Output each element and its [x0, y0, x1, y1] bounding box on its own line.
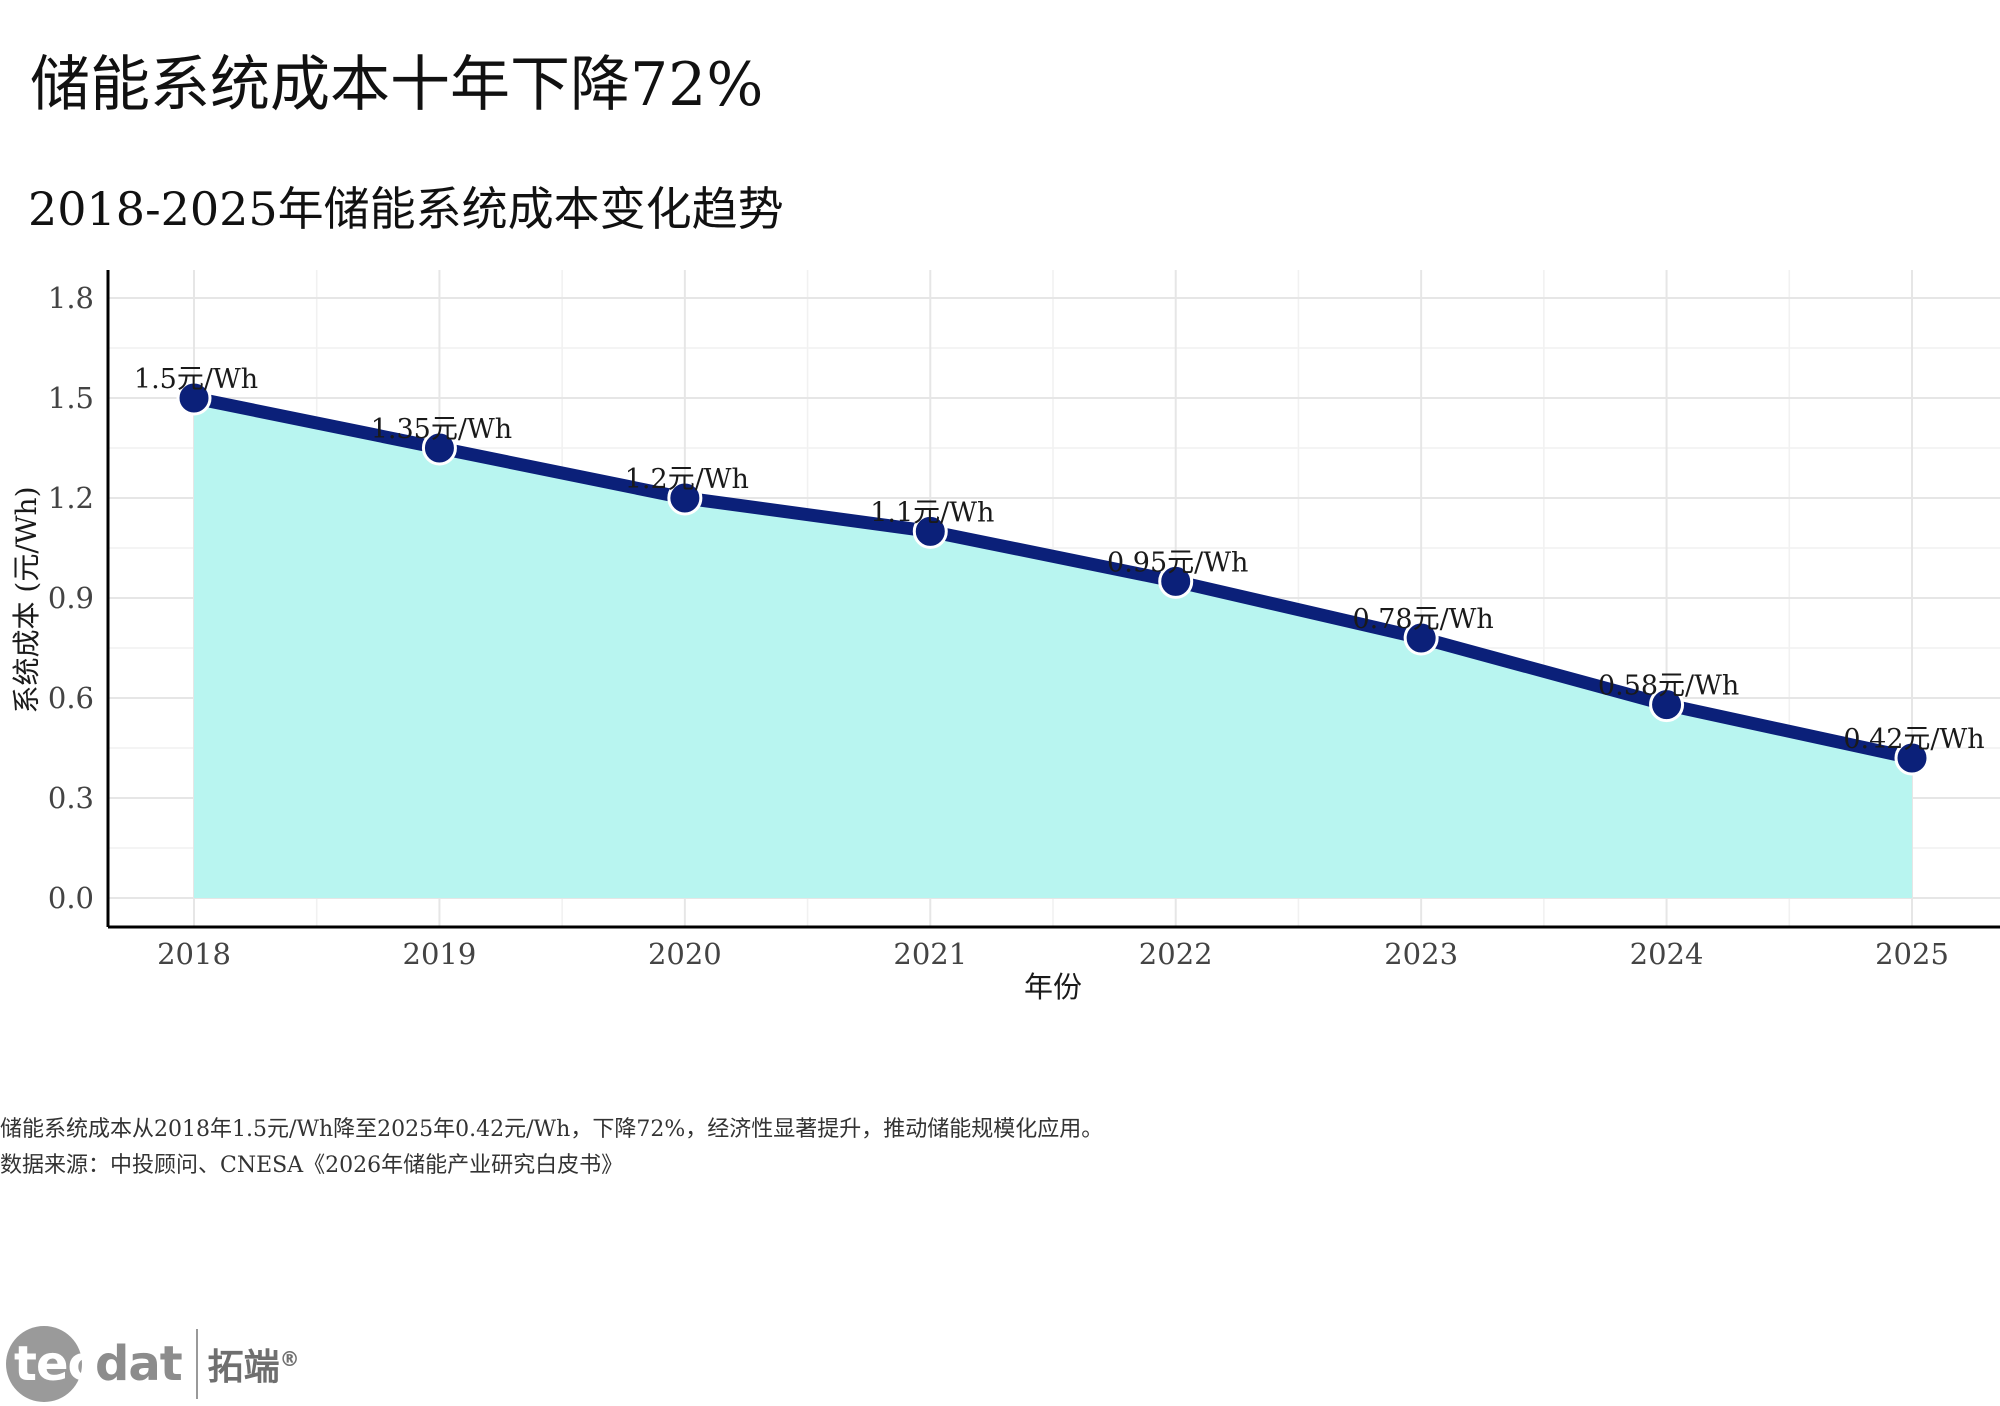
data-label: 0.95元/Wh: [1107, 547, 1248, 578]
data-label: 1.5元/Wh: [134, 364, 258, 395]
data-label: 0.42元/Wh: [1843, 724, 1984, 755]
data-point: [1649, 687, 1685, 723]
y-tick-label: 1.2: [48, 481, 94, 515]
y-tick-label: 0.9: [48, 581, 94, 615]
cost-trend-chart: 1.5元/Wh 1.35元/Wh 1.2元/Wh 1.1元/Wh 0.95元/Wh 0.7…: [10, 270, 2000, 1004]
x-tick-label: 2024: [1630, 937, 1704, 971]
data-label: 0.58元/Wh: [1598, 671, 1739, 702]
chart-caption: 储能系统成本从2018年1.5元/Wh降至2025年0.42元/Wh，下降72%…: [0, 1117, 1104, 1142]
logo-circle-icon: [6, 1326, 82, 1402]
y-tick-label: 0.0: [48, 881, 94, 915]
data-source-note: 数据来源：中投顾问、CNESA《2026年储能产业研究白皮书》: [0, 1153, 624, 1178]
x-tick-label: 2020: [648, 937, 722, 971]
chart-title: 储能系统成本十年下降72%: [30, 50, 764, 120]
data-point: [912, 513, 948, 549]
y-tick-label: 0.6: [48, 681, 94, 715]
x-tick-label: 2021: [893, 937, 967, 971]
x-tick-label: 2022: [1139, 937, 1213, 971]
chart-subtitle: 2018-2025年储能系统成本变化趋势: [28, 182, 784, 236]
x-tick-label: 2025: [1875, 937, 1949, 971]
tecdat-logo: tecdat 拓端®: [6, 1322, 300, 1406]
x-tick-label: 2018: [157, 937, 231, 971]
data-point: [1158, 563, 1194, 599]
x-tick-label: 2019: [403, 937, 477, 971]
data-label: 1.2元/Wh: [625, 464, 749, 495]
x-tick-label: 2023: [1384, 937, 1458, 971]
y-tick-label: 1.8: [48, 281, 94, 315]
area-fill: [194, 398, 1912, 898]
data-label: 1.35元/Wh: [371, 414, 512, 445]
data-point: [1894, 740, 1930, 776]
series-line: [187, 391, 1919, 765]
data-point: [176, 380, 212, 416]
y-axis-title: 系统成本 (元/Wh): [10, 487, 43, 714]
data-point: [667, 480, 703, 516]
data-point: [421, 430, 457, 466]
data-label: 1.1元/Wh: [870, 497, 994, 528]
data-point: [1403, 620, 1439, 656]
x-axis-title: 年份: [1024, 970, 1082, 1004]
y-tick-label: 1.5: [48, 381, 94, 415]
data-label: 0.78元/Wh: [1352, 604, 1493, 635]
y-tick-label: 0.3: [48, 781, 94, 815]
